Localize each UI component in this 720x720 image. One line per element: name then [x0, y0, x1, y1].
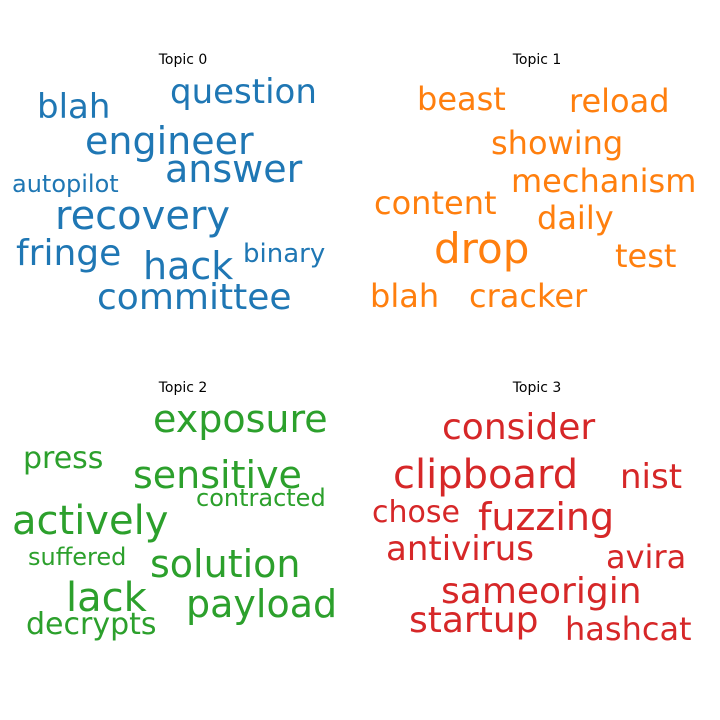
topic-3-word-avira: avira — [606, 538, 687, 576]
topic-0-word-recovery: recovery — [55, 193, 231, 239]
topic-2-word-press: press — [23, 441, 104, 476]
topic-3-word-consider: consider — [442, 407, 596, 448]
topic-0-word-fringe: fringe — [16, 233, 122, 274]
topic-0-word-answer: answer — [165, 147, 303, 191]
topic-2-word-exposure: exposure — [153, 397, 328, 441]
topic-1-word-test: test — [615, 237, 677, 275]
topic-3-word-chose: chose — [372, 495, 460, 530]
topic-0-word-autopilot: autopilot — [12, 170, 119, 198]
topic-2-word-decrypts: decrypts — [26, 607, 157, 642]
topic-2-title: Topic 2 — [158, 380, 208, 396]
topic-1-word-reload: reload — [569, 82, 670, 120]
topic-3-word-clipboard: clipboard — [393, 452, 579, 498]
topic-0-word-blah: blah — [37, 87, 111, 127]
topic-0-word-committee: committee — [97, 277, 292, 318]
topic-2-word-suffered: suffered — [28, 543, 127, 571]
topic-0-word-binary: binary — [243, 239, 326, 269]
topic-2-word-actively: actively — [12, 498, 169, 544]
topic-1-word-beast: beast — [417, 80, 506, 118]
topic-2-word-solution: solution — [150, 542, 301, 586]
topic-3-word-antivirus: antivirus — [386, 529, 534, 569]
topic-2-word-sensitive: sensitive — [133, 453, 302, 497]
topic-3-word-hashcat: hashcat — [565, 610, 692, 648]
topic-3-word-fuzzing: fuzzing — [478, 495, 615, 539]
topic-2-word-contracted: contracted — [196, 484, 326, 512]
topic-3-word-startup: startup — [409, 600, 539, 641]
topic-0-word-engineer: engineer — [85, 119, 254, 163]
topic-0-word-question: question — [170, 72, 317, 112]
topic-1-word-blah: blah — [370, 277, 440, 315]
topic-3-word-sameorigin: sameorigin — [441, 571, 642, 612]
topic-1-word-cracker: cracker — [469, 277, 588, 315]
topic-2-word-payload: payload — [186, 582, 338, 626]
topic-1-word-drop: drop — [434, 224, 530, 273]
topic-3-word-nist: nist — [620, 457, 683, 497]
topic-3-title: Topic 3 — [512, 380, 562, 396]
topic-0-title: Topic 0 — [158, 52, 208, 68]
topic-1-word-daily: daily — [537, 199, 614, 237]
topic-1-word-content: content — [374, 184, 497, 222]
topic-0-word-hack: hack — [143, 244, 234, 288]
topic-1-word-showing: showing — [491, 124, 624, 162]
topic-2-word-lack: lack — [66, 575, 147, 621]
topic-1-title: Topic 1 — [512, 52, 562, 68]
topic-1-word-mechanism: mechanism — [511, 162, 697, 200]
